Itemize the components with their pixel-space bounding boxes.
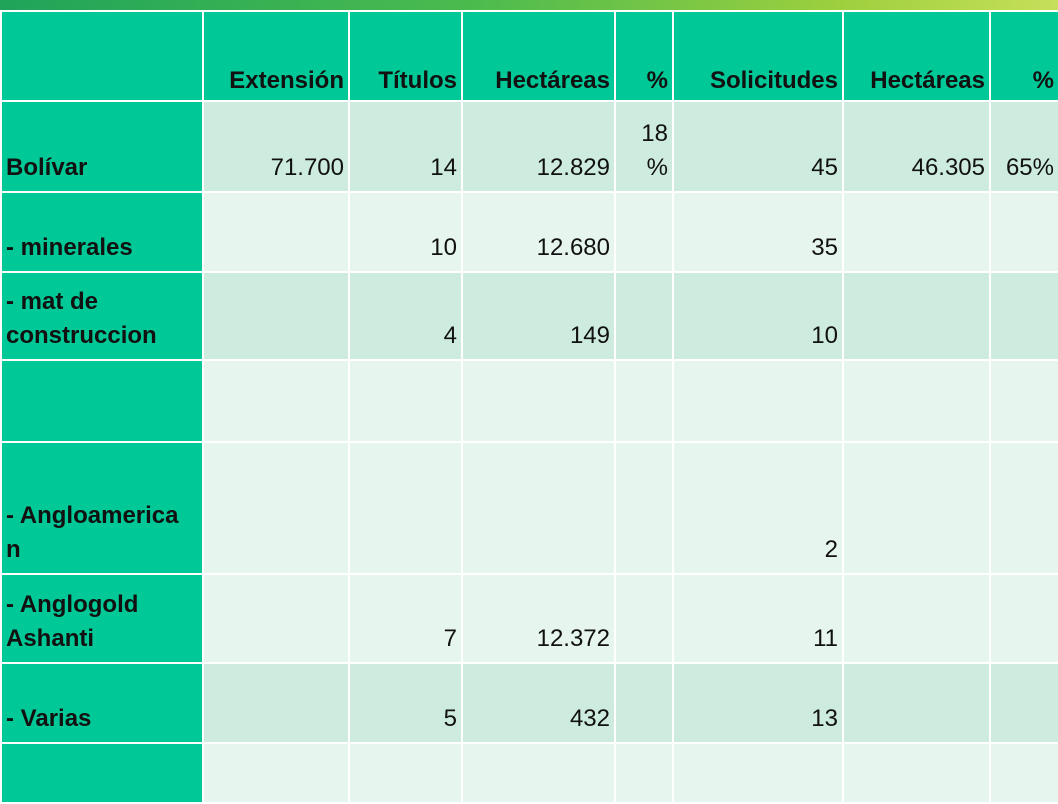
- row-label: - Anglogold Ashanti: [0, 573, 204, 664]
- cell-titulos: [348, 742, 463, 804]
- cell-hectareas-2: [842, 573, 991, 664]
- cell-hectareas: [461, 359, 616, 443]
- cell-percent: [614, 441, 674, 575]
- row-label: [0, 359, 204, 443]
- cell-solicitudes: 35: [672, 191, 844, 273]
- cell-hectareas: 12.372: [461, 573, 616, 664]
- header-cell-hectareas: Hectáreas: [461, 10, 616, 102]
- cell-hectareas-2: [842, 359, 991, 443]
- cell-titulos: 10: [348, 191, 463, 273]
- cell-titulos: 7: [348, 573, 463, 664]
- cell-percent-2: [989, 359, 1058, 443]
- cell-percent-2: [989, 191, 1058, 273]
- row-label: Bolívar: [0, 100, 204, 193]
- cell-percent: 18 %: [614, 100, 674, 193]
- cell-hectareas-2: 46.305: [842, 100, 991, 193]
- cell-percent-2: [989, 271, 1058, 361]
- cell-extension: [202, 191, 350, 273]
- table-row: Bolívar 71.700 14 12.829 18 % 45 46.305 …: [0, 100, 1058, 193]
- cell-solicitudes: 10: [672, 271, 844, 361]
- cell-percent: [614, 573, 674, 664]
- table-row: - Anglogold Ashanti 7 12.372 11: [0, 573, 1058, 664]
- cell-hectareas: [461, 742, 616, 804]
- cell-percent: [614, 359, 674, 443]
- cell-hectareas-2: [842, 742, 991, 804]
- header-cell-blank: [0, 10, 204, 102]
- cell-percent-2: [989, 742, 1058, 804]
- cell-solicitudes: 2: [672, 441, 844, 575]
- cell-extension: [202, 742, 350, 804]
- cell-solicitudes: [672, 359, 844, 443]
- cell-titulos: 5: [348, 662, 463, 744]
- cell-solicitudes: 11: [672, 573, 844, 664]
- cell-percent: [614, 191, 674, 273]
- cell-hectareas: 12.829: [461, 100, 616, 193]
- header-cell-hectareas-2: Hectáreas: [842, 10, 991, 102]
- cell-extension: [202, 359, 350, 443]
- cell-extension: 71.700: [202, 100, 350, 193]
- cell-solicitudes: 13: [672, 662, 844, 744]
- cell-hectareas-2: [842, 441, 991, 575]
- table-row: [0, 742, 1058, 804]
- cell-percent-2: [989, 573, 1058, 664]
- row-label: - mat de construccion: [0, 271, 204, 361]
- row-label: - minerales: [0, 191, 204, 273]
- data-table: Extensión Títulos Hectáreas % Solicitude…: [0, 10, 1058, 804]
- cell-percent: [614, 742, 674, 804]
- cell-hectareas-2: [842, 271, 991, 361]
- cell-extension: [202, 271, 350, 361]
- table-row: - Varias 5 432 13: [0, 662, 1058, 744]
- cell-titulos: 4: [348, 271, 463, 361]
- cell-hectareas-2: [842, 662, 991, 744]
- cell-hectareas: [461, 441, 616, 575]
- cell-percent-2: [989, 662, 1058, 744]
- cell-hectareas: 149: [461, 271, 616, 361]
- top-accent-bar: [0, 0, 1058, 10]
- row-label: - Varias: [0, 662, 204, 744]
- header-cell-titulos: Títulos: [348, 10, 463, 102]
- cell-percent: [614, 662, 674, 744]
- header-row: Extensión Títulos Hectáreas % Solicitude…: [0, 10, 1058, 102]
- cell-extension: [202, 573, 350, 664]
- cell-titulos: [348, 359, 463, 443]
- table-row: - mat de construccion 4 149 10: [0, 271, 1058, 361]
- cell-solicitudes: 45: [672, 100, 844, 193]
- cell-percent-2: [989, 441, 1058, 575]
- cell-hectareas: 432: [461, 662, 616, 744]
- header-cell-percent: %: [614, 10, 674, 102]
- cell-solicitudes: [672, 742, 844, 804]
- header-cell-solicitudes: Solicitudes: [672, 10, 844, 102]
- table-row: - minerales 10 12.680 35: [0, 191, 1058, 273]
- table-row: [0, 359, 1058, 443]
- cell-percent: [614, 271, 674, 361]
- cell-titulos: 14: [348, 100, 463, 193]
- header-cell-percent-2: %: [989, 10, 1058, 102]
- cell-extension: [202, 662, 350, 744]
- cell-titulos: [348, 441, 463, 575]
- cell-percent-2: 65%: [989, 100, 1058, 193]
- table-row: - Angloamerica n 2: [0, 441, 1058, 575]
- cell-hectareas: 12.680: [461, 191, 616, 273]
- row-label: - Angloamerica n: [0, 441, 204, 575]
- row-label: [0, 742, 204, 804]
- cell-extension: [202, 441, 350, 575]
- header-cell-extension: Extensión: [202, 10, 350, 102]
- cell-hectareas-2: [842, 191, 991, 273]
